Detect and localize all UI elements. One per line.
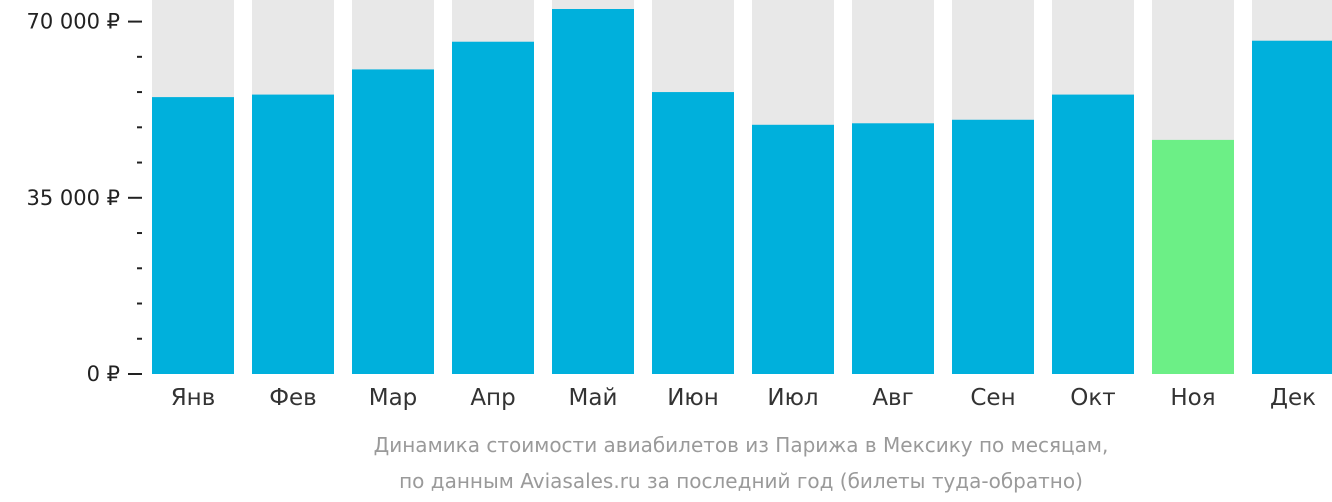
bar-7 xyxy=(852,123,934,374)
x-tick-label-7: Авг xyxy=(872,385,913,411)
bar-8 xyxy=(952,119,1034,374)
x-tick-label-4: Май xyxy=(569,385,618,411)
y-tick-label-2: 70 000 ₽ xyxy=(26,10,120,34)
caption-line-1: Динамика стоимости авиабилетов из Парижа… xyxy=(374,433,1109,457)
x-tick-label-2: Мар xyxy=(369,385,418,411)
bar-5 xyxy=(652,92,734,374)
bar-0 xyxy=(152,97,234,374)
bar-11 xyxy=(1252,40,1332,374)
bar-4 xyxy=(552,9,634,374)
x-tick-label-0: Янв xyxy=(171,385,216,411)
chart-caption: Динамика стоимости авиабилетов из Парижа… xyxy=(374,433,1109,493)
y-tick-label-1: 35 000 ₽ xyxy=(26,186,120,210)
bar-2 xyxy=(352,69,434,375)
x-tick-label-9: Окт xyxy=(1070,385,1115,411)
caption-line-2: по данным Aviasales.ru за последний год … xyxy=(399,469,1083,493)
bar-6 xyxy=(752,124,834,374)
x-tick-label-5: Июн xyxy=(667,385,719,411)
bars-layer xyxy=(152,0,1332,375)
x-tick-label-1: Фев xyxy=(269,385,317,411)
y-tick-label-0: 0 ₽ xyxy=(87,362,120,386)
x-tick-label-11: Дек xyxy=(1270,385,1316,411)
x-tick-label-10: Ноя xyxy=(1170,385,1215,411)
x-tick-label-3: Апр xyxy=(470,385,515,411)
x-tick-label-8: Сен xyxy=(970,385,1015,411)
bar-9 xyxy=(1052,94,1134,374)
bar-1 xyxy=(252,94,334,374)
y-axis: 0 ₽ 35 000 ₽ 70 000 ₽ xyxy=(26,10,142,386)
x-tick-label-6: Июл xyxy=(767,385,818,411)
bar-3 xyxy=(452,41,534,375)
bar-10 xyxy=(1152,139,1234,374)
x-axis-labels: Янв Фев Мар Апр Май Июн Июл Авг Сен Окт Ноя Дек xyxy=(171,385,1316,411)
